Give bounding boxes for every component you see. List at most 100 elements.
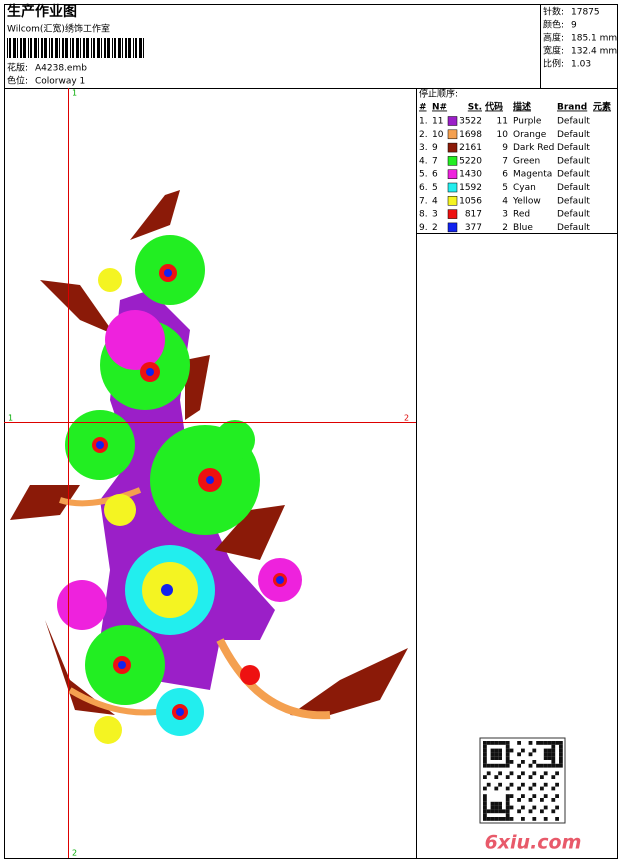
qr-module (505, 817, 510, 821)
qr-module (498, 748, 502, 753)
qr-module (543, 805, 548, 810)
qr-module (540, 741, 544, 745)
stat-label: 针数: (543, 6, 564, 18)
bar-stripe (17, 38, 18, 58)
qr-module (532, 817, 537, 821)
row-index: 8. (419, 210, 428, 220)
qr-module (532, 760, 537, 764)
qr-module (494, 756, 499, 760)
qr-module (528, 775, 533, 779)
qr-module (551, 752, 556, 757)
qr-module (540, 763, 544, 768)
bar-stripe (70, 38, 71, 58)
bar-stripe (65, 38, 68, 58)
row-brand: Default (557, 210, 590, 220)
row-needle: 10 (432, 130, 444, 140)
color-swatch (447, 129, 458, 140)
row-code: 2 (502, 223, 508, 233)
qr-module (505, 786, 510, 791)
qr-module (505, 813, 510, 817)
row-description: Red (513, 210, 530, 220)
row-code: 4 (502, 196, 508, 206)
row-needle: 3 (432, 210, 438, 220)
row-brand: Default (557, 223, 590, 233)
row-brand: Default (557, 130, 590, 140)
marker-right: 2 (404, 414, 409, 423)
qr-module (494, 801, 499, 806)
qr-module (543, 771, 548, 776)
qr-module (494, 741, 499, 745)
color-swatch (447, 209, 458, 219)
row-description: Purple (513, 117, 542, 127)
qr-module (559, 744, 563, 749)
bar-stripe (49, 38, 50, 58)
row-code: 3 (502, 210, 508, 220)
stat-value: 185.1 mm (571, 34, 617, 44)
title: 生产作业图 (7, 3, 77, 20)
qr-module (559, 741, 563, 745)
qr-module (502, 817, 506, 821)
row-stitches: 2161 (459, 143, 482, 153)
qr-module (547, 741, 552, 745)
qr-module (494, 763, 499, 768)
row-stitches: 1056 (459, 196, 482, 206)
qr-module (559, 756, 563, 760)
qr-module (483, 817, 487, 821)
qr-module (559, 748, 563, 753)
qr-module (490, 817, 495, 821)
row-stitches: 1592 (459, 183, 482, 193)
row-brand: Default (557, 170, 590, 180)
bar-stripe (139, 38, 142, 58)
row-index: 3. (419, 143, 428, 153)
qr-code (479, 737, 566, 824)
color-swatch (447, 156, 458, 166)
bar-stripe (62, 38, 64, 58)
qr-module (559, 763, 563, 768)
qr-module (509, 817, 514, 821)
qr-module (517, 763, 521, 768)
qr-module (483, 813, 487, 817)
bar-stripe (86, 38, 89, 58)
bar-stripe (83, 38, 85, 58)
qr-module (505, 809, 510, 814)
qr-module (486, 771, 491, 776)
bar-stripe (13, 38, 16, 58)
barcode (7, 38, 144, 58)
qr-module (486, 741, 491, 745)
qr-module (509, 782, 514, 787)
column-header: St. (468, 103, 482, 113)
row-needle: 11 (432, 117, 443, 127)
qr-module (498, 752, 502, 757)
qr-module (494, 775, 499, 779)
bar-stripe (55, 38, 58, 58)
qr-module (505, 760, 510, 764)
qr-module (509, 794, 514, 798)
qr-module (528, 741, 533, 745)
qr-module (555, 817, 559, 821)
row-needle: 5 (432, 183, 438, 193)
qr-module (536, 763, 540, 768)
qr-module (483, 805, 487, 810)
row-stitches: 377 (465, 223, 482, 233)
row-description: Yellow (512, 196, 541, 206)
qr-module (532, 782, 537, 787)
qr-module (521, 782, 525, 787)
qr-module (494, 809, 499, 814)
qr-module (505, 752, 510, 757)
qr-module (551, 763, 556, 768)
qr-module (486, 763, 491, 768)
qr-module (528, 798, 533, 802)
colorway-label: 色位: (7, 75, 28, 87)
row-brand: Default (557, 143, 590, 153)
bar-stripe (30, 38, 32, 58)
row-code: 5 (502, 183, 508, 193)
column-header: 描述 (513, 101, 531, 113)
bar-stripe (112, 38, 113, 58)
bar-stripe (28, 38, 29, 58)
qr-module (483, 786, 487, 791)
qr-module (483, 752, 487, 757)
bar-stripe (59, 38, 60, 58)
qr-module (509, 760, 514, 764)
watermark: 6xiu.com (485, 832, 582, 854)
qr-module (551, 748, 556, 753)
